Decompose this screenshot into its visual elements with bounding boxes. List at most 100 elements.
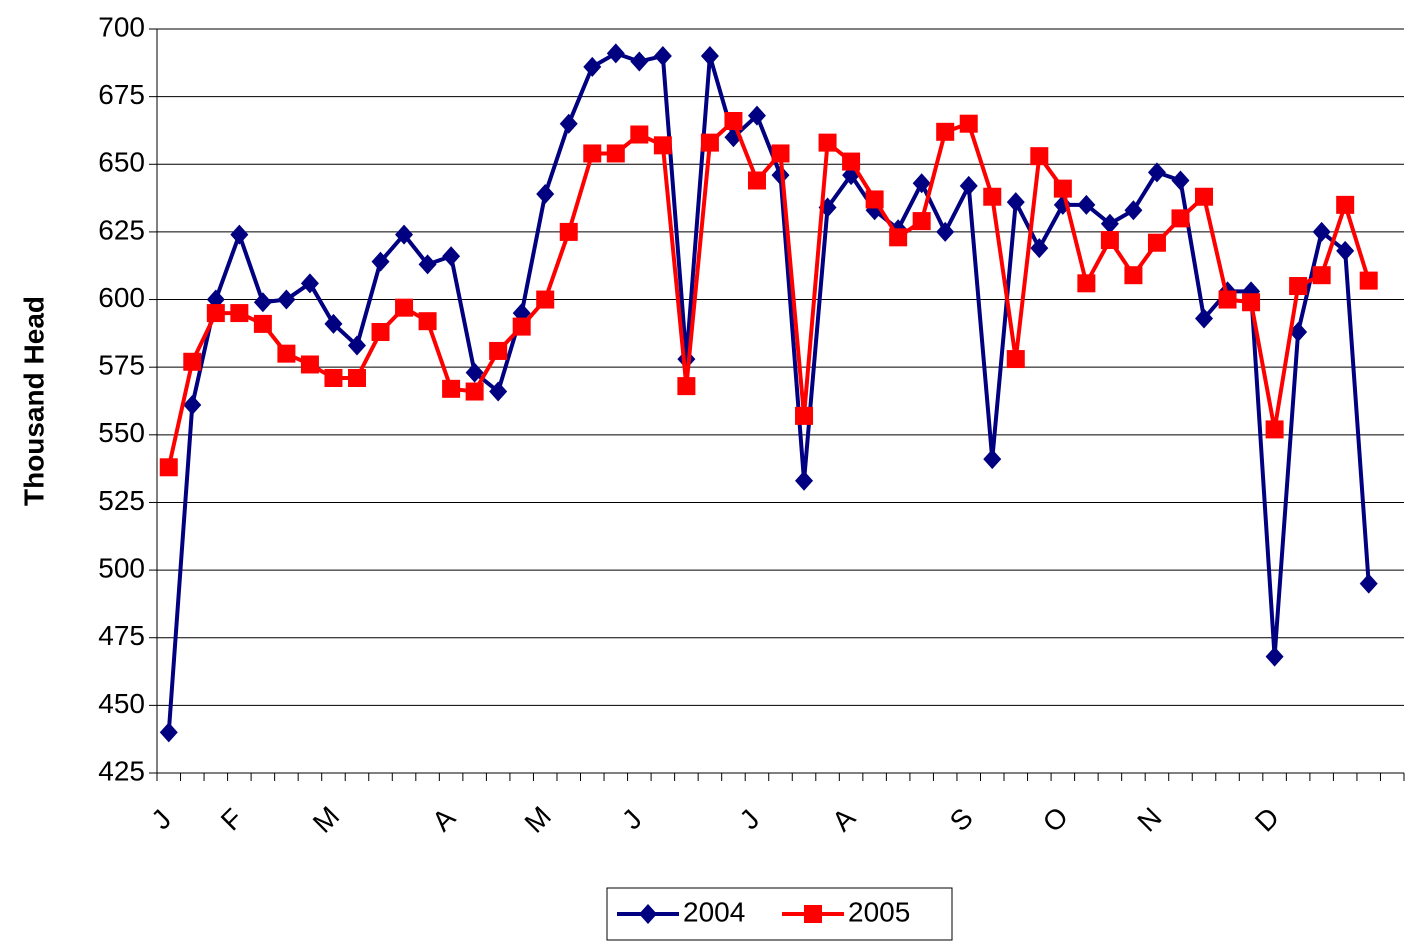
x-tick-label: M xyxy=(519,800,557,838)
marker xyxy=(253,314,272,333)
marker xyxy=(653,136,672,155)
marker xyxy=(1030,238,1049,259)
marker xyxy=(936,221,955,242)
marker xyxy=(1124,200,1143,221)
marker xyxy=(700,133,719,152)
y-tick-label: 575 xyxy=(98,350,145,381)
marker xyxy=(536,290,555,309)
marker xyxy=(1077,274,1096,293)
marker xyxy=(1006,192,1025,213)
marker xyxy=(277,344,296,363)
marker xyxy=(324,313,343,334)
marker xyxy=(159,722,178,743)
marker xyxy=(183,395,202,416)
marker xyxy=(795,470,814,491)
y-tick-label: 425 xyxy=(98,755,145,786)
marker xyxy=(724,111,743,130)
marker xyxy=(159,458,178,477)
x-tick-label: S xyxy=(944,802,979,837)
marker xyxy=(536,184,555,205)
marker xyxy=(795,406,814,425)
marker xyxy=(1100,231,1119,250)
marker xyxy=(747,105,766,126)
y-tick-label: 475 xyxy=(98,620,145,651)
marker xyxy=(1147,233,1166,252)
marker xyxy=(1289,277,1308,296)
marker xyxy=(277,289,296,310)
x-tick-label: D xyxy=(1249,801,1285,837)
x-tick-label: O xyxy=(1037,801,1074,838)
y-axis-label: Thousand Head xyxy=(18,296,49,506)
marker xyxy=(1242,293,1261,312)
marker xyxy=(804,905,822,923)
marker xyxy=(371,251,390,272)
marker xyxy=(889,228,908,247)
marker xyxy=(206,304,225,323)
marker xyxy=(1006,350,1025,369)
marker xyxy=(1100,213,1119,234)
marker xyxy=(1147,162,1166,183)
marker xyxy=(465,362,484,383)
marker xyxy=(347,369,366,388)
marker xyxy=(1171,209,1190,228)
x-tick-label: F xyxy=(215,802,249,836)
marker xyxy=(395,224,414,245)
marker xyxy=(1265,646,1284,667)
marker xyxy=(983,449,1002,470)
marker xyxy=(1312,266,1331,285)
marker xyxy=(300,273,319,294)
marker xyxy=(912,173,931,194)
marker xyxy=(324,369,343,388)
marker xyxy=(936,122,955,141)
x-tick-label: J xyxy=(616,804,648,836)
marker xyxy=(230,304,249,323)
marker xyxy=(371,323,390,342)
y-tick-label: 550 xyxy=(98,417,145,448)
marker xyxy=(700,46,719,67)
marker xyxy=(1124,266,1143,285)
y-tick-label: 700 xyxy=(98,11,145,42)
marker xyxy=(418,312,437,331)
marker xyxy=(818,133,837,152)
marker xyxy=(606,43,625,64)
x-tick-label: J xyxy=(734,804,766,836)
x-tick-label: J xyxy=(145,804,177,836)
marker xyxy=(583,144,602,163)
marker xyxy=(1218,290,1237,309)
marker xyxy=(771,144,790,163)
marker xyxy=(512,317,531,336)
marker xyxy=(1336,195,1355,214)
legend-label: 2004 xyxy=(683,896,745,927)
marker xyxy=(747,171,766,190)
y-tick-label: 625 xyxy=(98,214,145,245)
marker xyxy=(865,190,884,209)
marker xyxy=(230,224,249,245)
y-tick-label: 600 xyxy=(98,282,145,313)
marker xyxy=(912,212,931,231)
legend: 2004 2005 xyxy=(606,887,953,941)
marker xyxy=(1077,194,1096,215)
series-line xyxy=(166,51,1371,733)
marker xyxy=(1171,170,1190,191)
x-tick-label: A xyxy=(826,802,861,837)
marker xyxy=(959,175,978,196)
marker xyxy=(1195,308,1214,329)
series xyxy=(159,111,1378,477)
marker xyxy=(1336,240,1355,261)
marker xyxy=(489,381,508,402)
marker xyxy=(418,254,437,275)
marker xyxy=(983,187,1002,206)
y-tick-label: 450 xyxy=(98,688,145,719)
marker xyxy=(395,298,414,317)
marker xyxy=(1053,179,1072,198)
marker xyxy=(442,246,461,267)
marker xyxy=(630,125,649,144)
marker xyxy=(183,352,202,371)
marker xyxy=(1359,271,1378,290)
marker xyxy=(465,382,484,401)
marker xyxy=(606,144,625,163)
marker xyxy=(1030,147,1049,166)
marker xyxy=(559,113,578,134)
marker xyxy=(442,379,461,398)
